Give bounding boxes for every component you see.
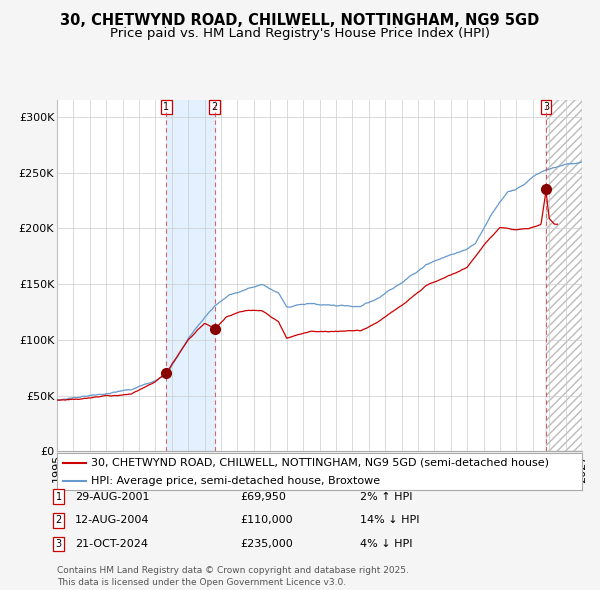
Bar [166, 100, 215, 451]
Text: 12-AUG-2004: 12-AUG-2004 [75, 516, 149, 525]
Text: 3: 3 [56, 539, 62, 549]
Text: £110,000: £110,000 [240, 516, 293, 525]
Text: 30, CHETWYND ROAD, CHILWELL, NOTTINGHAM, NG9 5GD: 30, CHETWYND ROAD, CHILWELL, NOTTINGHAM,… [61, 13, 539, 28]
Text: 2% ↑ HPI: 2% ↑ HPI [360, 492, 413, 502]
Text: 21-OCT-2024: 21-OCT-2024 [75, 539, 148, 549]
Text: £235,000: £235,000 [240, 539, 293, 549]
Text: 3: 3 [543, 102, 549, 112]
Text: Price paid vs. HM Land Registry's House Price Index (HPI): Price paid vs. HM Land Registry's House … [110, 27, 490, 40]
Text: 1: 1 [163, 102, 169, 112]
Text: 29-AUG-2001: 29-AUG-2001 [75, 492, 149, 502]
Text: HPI: Average price, semi-detached house, Broxtowe: HPI: Average price, semi-detached house,… [91, 476, 380, 486]
Text: £69,950: £69,950 [240, 492, 286, 502]
Text: 1: 1 [56, 492, 62, 502]
Text: 2: 2 [56, 516, 62, 525]
Text: 30, CHETWYND ROAD, CHILWELL, NOTTINGHAM, NG9 5GD (semi-detached house): 30, CHETWYND ROAD, CHILWELL, NOTTINGHAM,… [91, 458, 549, 468]
Bar [546, 100, 582, 451]
Text: Contains HM Land Registry data © Crown copyright and database right 2025.
This d: Contains HM Land Registry data © Crown c… [57, 566, 409, 587]
Text: 2: 2 [212, 102, 218, 112]
Text: 4% ↓ HPI: 4% ↓ HPI [360, 539, 413, 549]
Text: 14% ↓ HPI: 14% ↓ HPI [360, 516, 419, 525]
